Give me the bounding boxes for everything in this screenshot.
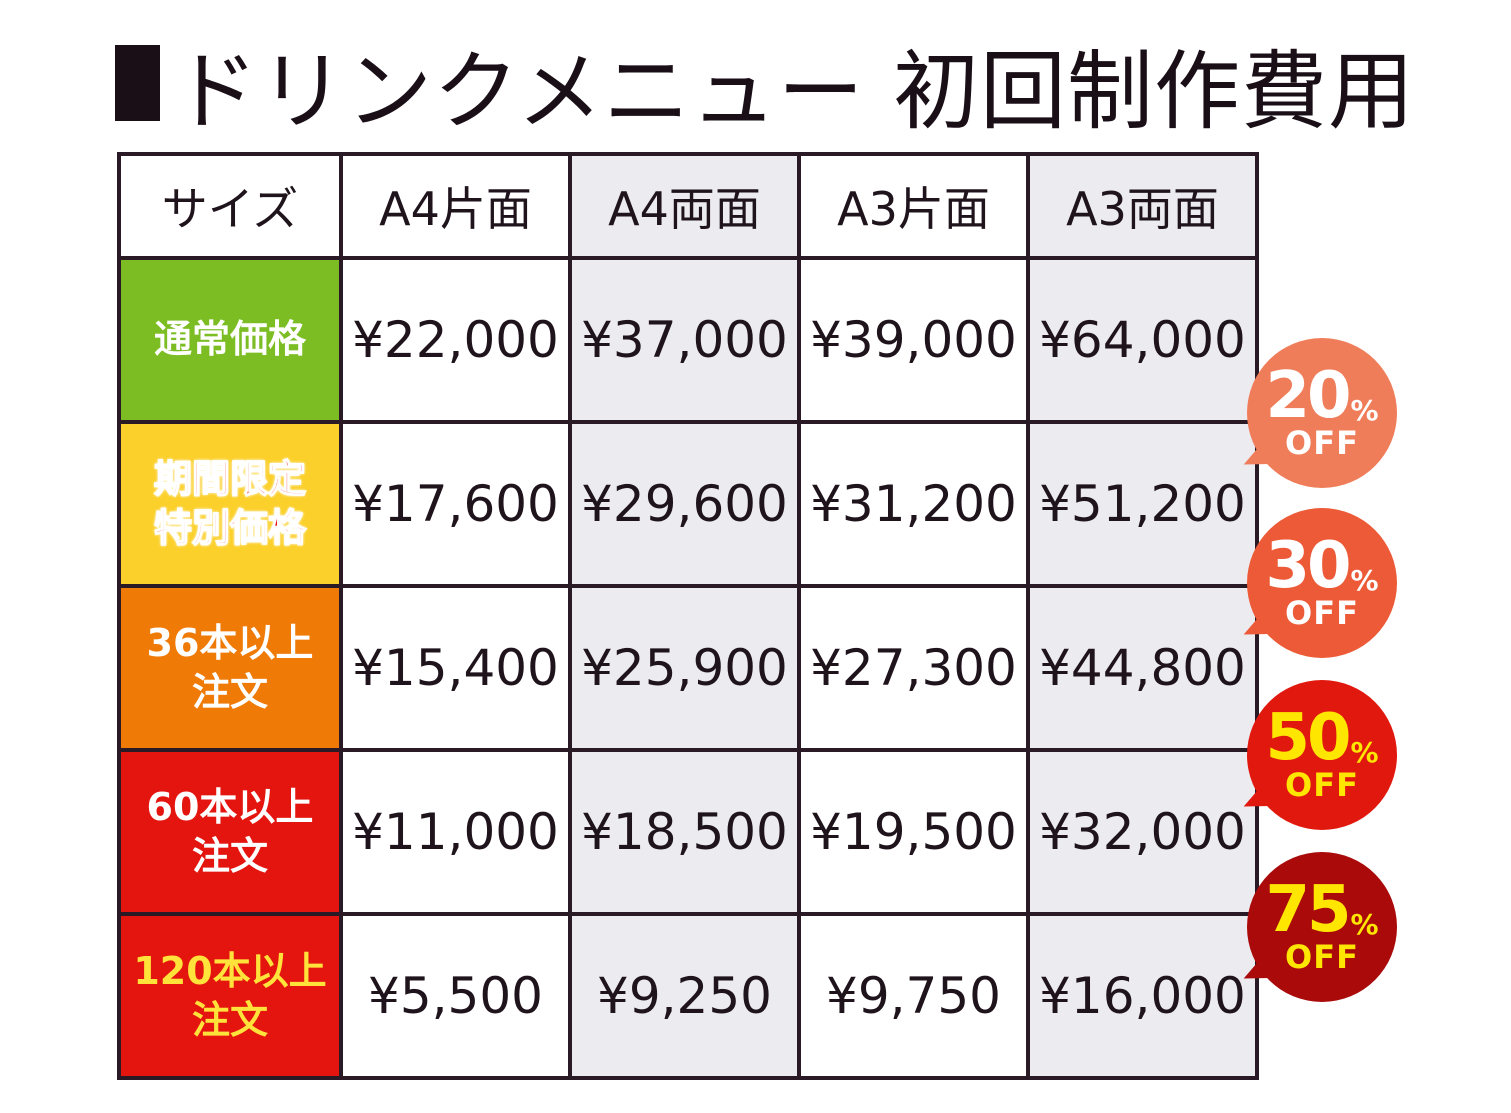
row-label-line: 60本以上 [146, 784, 314, 829]
table-row: 期間限定 特別価格 ¥17,600 ¥29,600 ¥31,200 ¥51,20… [117, 420, 1259, 588]
page-title: ドリンクメニュー 初回制作費用 [115, 28, 1415, 142]
table-header-row: サイズ A4片面 A4両面 A3片面 A3両面 [117, 152, 1259, 260]
table-row: 通常価格 ¥22,000 ¥37,000 ¥39,000 ¥64,000 [117, 256, 1259, 424]
badge-off: OFF [1285, 938, 1359, 976]
page-title-text: ドリンクメニュー 初回制作費用 [172, 41, 1415, 142]
price-cell: ¥37,000 [568, 256, 801, 424]
price-cell: ¥51,200 [1026, 420, 1259, 588]
row-label-line: 36本以上 [146, 620, 314, 665]
row-label-line: 120本以上 [133, 948, 327, 993]
price-cell: ¥39,000 [797, 256, 1030, 424]
price-cell: ¥19,500 [797, 748, 1030, 916]
badge-number: 20% [1265, 359, 1379, 433]
table-row: 120本以上 注文 ¥5,500 ¥9,250 ¥9,750 ¥16,000 [117, 912, 1259, 1080]
row-label-line: 期間限定 [153, 456, 307, 502]
row-label-line: 注文 [191, 670, 268, 714]
price-cell: ¥11,000 [339, 748, 572, 916]
square-bullet-icon [115, 45, 161, 121]
price-cell: ¥18,500 [568, 748, 801, 916]
price-cell: ¥5,500 [339, 912, 572, 1080]
price-cell: ¥27,300 [797, 584, 1030, 752]
header-a3-double: A3両面 [1026, 152, 1259, 260]
header-a3-single: A3片面 [797, 152, 1030, 260]
discount-badge-75: 75% OFF [1236, 852, 1397, 1002]
row-label-line: 注文 [191, 834, 268, 878]
badge-number: 50% [1265, 701, 1379, 775]
table-row: 60本以上 注文 ¥11,000 ¥18,500 ¥19,500 ¥32,000 [117, 748, 1259, 916]
header-a4-double: A4両面 [568, 152, 801, 260]
price-cell: ¥9,250 [568, 912, 801, 1080]
badge-off: OFF [1285, 766, 1359, 804]
row-label-line: 特別価格 [153, 505, 307, 551]
price-cell: ¥64,000 [1026, 256, 1259, 424]
row-label-60: 60本以上 注文 [117, 748, 343, 916]
price-cell: ¥22,000 [339, 256, 572, 424]
badge-off: OFF [1285, 424, 1359, 462]
discount-badge-20: 20% OFF [1236, 338, 1397, 488]
row-label-regular: 通常価格 [117, 256, 343, 424]
header-a4-single: A4片面 [339, 152, 572, 260]
price-cell: ¥32,000 [1026, 748, 1259, 916]
price-cell: ¥25,900 [568, 584, 801, 752]
table-row: 36本以上 注文 ¥15,400 ¥25,900 ¥27,300 ¥44,800 [117, 584, 1259, 752]
price-cell: ¥31,200 [797, 420, 1030, 588]
price-cell: ¥9,750 [797, 912, 1030, 1080]
price-table: サイズ A4片面 A4両面 A3片面 A3両面 通常価格 ¥22,000 ¥37… [117, 152, 1259, 1080]
price-cell: ¥44,800 [1026, 584, 1259, 752]
row-label-120: 120本以上 注文 [117, 912, 343, 1080]
price-cell: ¥16,000 [1026, 912, 1259, 1080]
price-cell: ¥29,600 [568, 420, 801, 588]
header-size: サイズ [117, 152, 343, 260]
badge-number: 75% [1265, 873, 1379, 947]
discount-badge-30: 30% OFF [1236, 508, 1397, 658]
price-cell: ¥17,600 [339, 420, 572, 588]
badge-number: 30% [1265, 529, 1379, 603]
row-label-line: 通常価格 [153, 317, 306, 362]
price-cell: ¥15,400 [339, 584, 572, 752]
badge-off: OFF [1285, 594, 1359, 632]
row-label-limited: 期間限定 特別価格 [117, 420, 343, 588]
row-label-line: 注文 [191, 998, 268, 1042]
row-label-36: 36本以上 注文 [117, 584, 343, 752]
discount-badge-50: 50% OFF [1236, 680, 1397, 830]
